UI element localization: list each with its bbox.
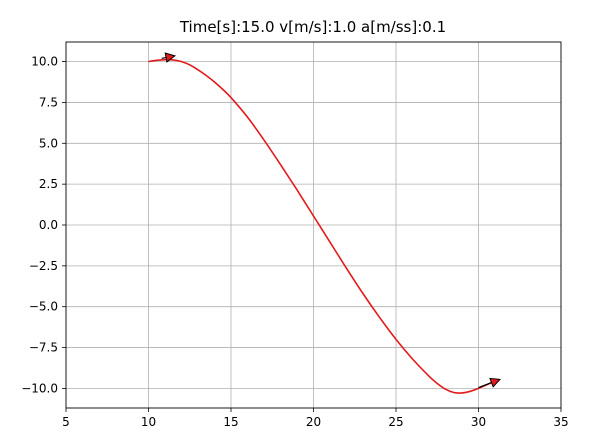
chart-title: Time[s]:15.0 v[m/s]:1.0 a[m/ss]:0.1	[179, 18, 446, 36]
x-tick-label: 10	[141, 415, 156, 429]
grid	[66, 42, 561, 408]
y-tick-label: −2.5	[29, 259, 58, 273]
x-tick-label: 25	[388, 415, 403, 429]
x-tick-label: 5	[62, 415, 70, 429]
y-tick-label: −7.5	[29, 341, 58, 355]
y-tick-label: 5.0	[39, 136, 58, 150]
y-tick-label: 10.0	[31, 55, 58, 69]
annotations-group	[161, 52, 501, 389]
x-tick-label: 15	[223, 415, 238, 429]
y-axis: 10.0 7.5 5.0 2.5 0.0 −2.5 −5.0 −7.5 −10.0	[21, 55, 66, 395]
heading-arrow-head	[489, 377, 501, 388]
y-tick-label: 0.0	[39, 218, 58, 232]
x-tick-label: 35	[553, 415, 568, 429]
y-tick-label: 7.5	[39, 95, 58, 109]
series-group	[148, 58, 496, 394]
trajectory-line	[148, 58, 496, 394]
heading-arrow-shaft	[478, 382, 492, 389]
x-tick-label: 30	[471, 415, 486, 429]
x-axis: 5 10 15 20 25 30 35	[62, 408, 569, 429]
y-tick-label: −10.0	[21, 381, 58, 395]
y-tick-label: −5.0	[29, 300, 58, 314]
x-tick-label: 20	[306, 415, 321, 429]
heading-arrow-head	[164, 52, 176, 63]
heading-arrow-shaft	[161, 56, 167, 59]
y-tick-label: 2.5	[39, 177, 58, 191]
